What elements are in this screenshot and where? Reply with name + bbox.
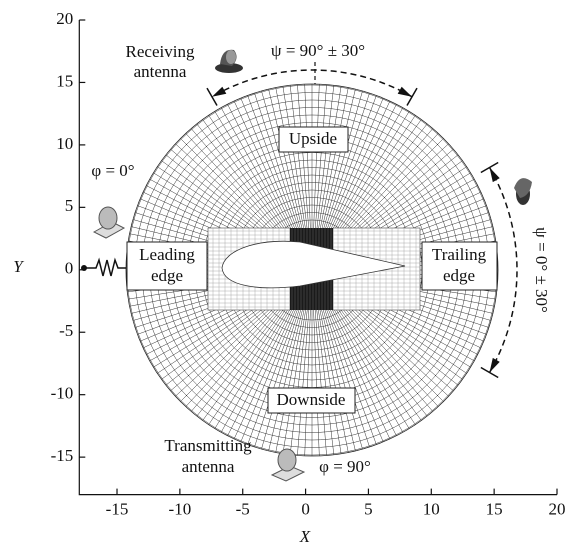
trailing-label: edge: [443, 266, 475, 285]
leading-label: edge: [151, 266, 183, 285]
transmitting-label: Transmitting: [164, 436, 252, 455]
psi-right-label: ψ = 0° ± 30°: [532, 227, 551, 313]
source-zigzag: [81, 260, 126, 276]
x-tick-label: -5: [236, 500, 250, 519]
x-tick-label: 15: [486, 500, 503, 519]
x-axis-label: X: [299, 527, 311, 546]
y-tick-label: -10: [51, 384, 74, 403]
trailing-label: Trailing: [432, 245, 487, 264]
arrow-head: [398, 87, 412, 97]
x-tick-label: 10: [423, 500, 440, 519]
phi-bottom-label: φ = 90°: [319, 457, 371, 476]
transmitting-label: antenna: [182, 457, 235, 476]
receiving-antenna-icon: [215, 50, 243, 73]
x-tick-label: -15: [106, 500, 129, 519]
y-tick-label: 20: [56, 9, 73, 28]
y-tick-label: -5: [59, 321, 73, 340]
arrow-head: [490, 168, 500, 183]
x-tick-label: -10: [169, 500, 192, 519]
psi-top-label: ψ = 90° ± 30°: [271, 41, 365, 60]
y-tick-label: 15: [56, 71, 73, 90]
leading-label: Leading: [139, 245, 195, 264]
x-tick-label: 5: [364, 500, 373, 519]
y-axis-label: Y: [13, 257, 24, 276]
x-tick-label: 0: [301, 500, 310, 519]
left-antenna-icon: [94, 207, 124, 238]
y-tick-label: 5: [65, 196, 74, 215]
arrow-head: [212, 87, 226, 97]
receiving-label: antenna: [134, 62, 187, 81]
downside-label: Downside: [277, 390, 346, 409]
y-tick-label: 0: [65, 259, 74, 278]
y-tick-label: -15: [51, 446, 74, 465]
x-tick-label: 20: [549, 500, 566, 519]
upside-label: Upside: [289, 129, 337, 148]
side-antenna-icon: [514, 178, 532, 205]
receiving-label: Receiving: [126, 42, 195, 61]
arrow-head: [490, 358, 500, 373]
y-tick-label: 10: [56, 134, 73, 153]
figure: Upside Downside Leading edge Trailing ed…: [0, 0, 583, 548]
phi-left-label: φ = 0°: [91, 161, 134, 180]
